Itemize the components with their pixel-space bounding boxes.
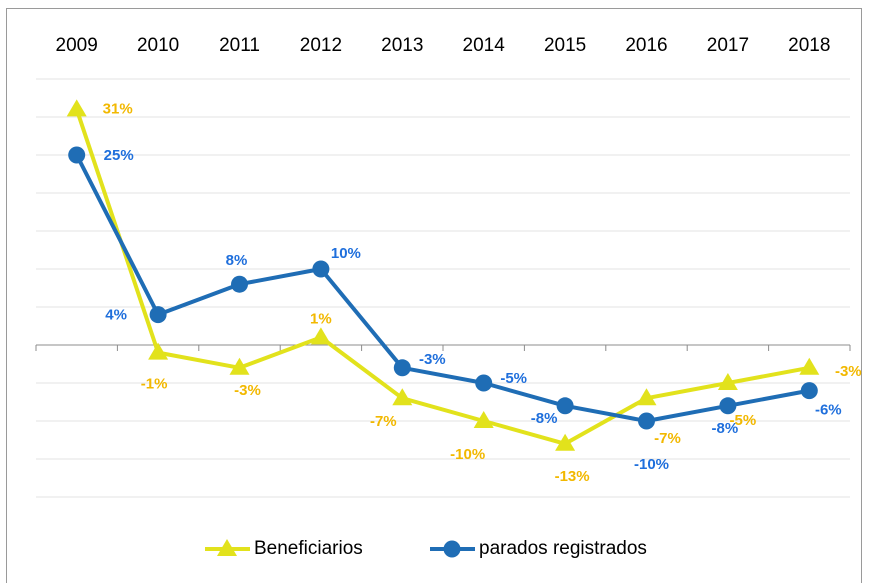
data-label: -10% [450,446,485,463]
point [68,146,86,164]
data-label: -13% [555,468,590,485]
point [229,357,250,375]
legend-label: parados registrados [479,538,647,559]
x-tick-label: 2014 [463,35,506,56]
x-tick-label: 2015 [544,35,586,56]
point [555,433,576,451]
point [231,275,248,293]
point [149,306,167,324]
x-tick-label: 2011 [219,35,260,56]
point [719,397,737,415]
point [310,327,331,345]
data-label: 8% [226,252,248,269]
data-label: -8% [712,420,739,437]
point [312,260,330,278]
data-label: -7% [654,430,681,447]
point [799,357,820,375]
point [800,382,818,400]
point [217,539,237,556]
data-label: -5% [730,412,757,429]
data-label: -1% [141,376,168,393]
x-tick-label: 2012 [300,35,342,56]
x-tick-label: 2009 [56,35,98,56]
point [393,359,411,377]
data-label: -3% [419,351,446,368]
point [66,99,87,117]
data-label: 4% [105,307,127,324]
point [717,373,738,390]
legend-label: Beneficiarios [254,538,363,559]
series-line [74,154,810,423]
data-label: -3% [835,363,862,380]
data-label: -10% [634,456,669,473]
data-label: -5% [500,370,527,387]
point [443,540,461,558]
point [638,412,655,430]
point [636,388,657,406]
x-tick-label: 2016 [625,35,667,56]
x-tick-label: 2010 [137,35,179,56]
x-tick-label: 2013 [381,35,423,56]
x-tick-label: 2017 [707,35,749,56]
data-label: -8% [531,410,558,427]
x-tick-label: 2018 [788,35,830,56]
data-label: -3% [234,382,261,399]
data-label: 1% [310,310,332,327]
data-label: 25% [104,147,134,164]
data-label: 10% [331,245,361,262]
series-line [74,108,810,446]
data-label: 31% [103,100,133,117]
point [148,342,169,360]
point [473,411,494,428]
data-label: -7% [370,413,397,430]
point [556,397,574,415]
data-label: -6% [815,402,842,419]
point [392,388,413,406]
point [475,374,493,392]
